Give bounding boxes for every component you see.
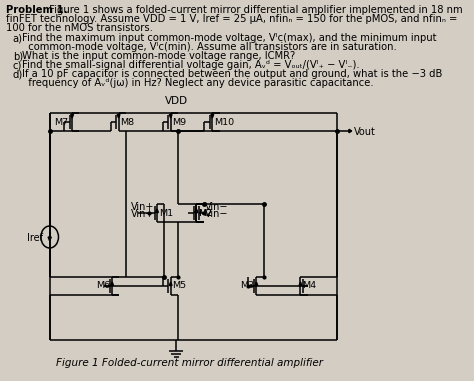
Text: finFET technology. Assume VDD = 1 V, Iref = 25 μA, nfinₙ = 150 for the pMOS, and: finFET technology. Assume VDD = 1 V, Ire…	[6, 14, 457, 24]
Polygon shape	[111, 282, 114, 285]
Text: M2: M2	[198, 208, 212, 218]
Polygon shape	[349, 129, 352, 133]
Polygon shape	[155, 209, 158, 213]
Text: Find the small-signal differential voltage gain, Aᵥᵈ = Vₒᵤₜ/(Vᴵ₊ − Vᴵ₋).: Find the small-signal differential volta…	[22, 60, 360, 70]
Text: Iref: Iref	[27, 233, 43, 243]
Text: M4: M4	[302, 282, 316, 290]
Polygon shape	[169, 282, 172, 285]
Polygon shape	[48, 237, 51, 241]
Polygon shape	[169, 115, 172, 118]
Text: frequency of Aᵥᵈ(jω) in Hz? Neglect any device parasitic capacitance.: frequency of Aᵥᵈ(jω) in Hz? Neglect any …	[22, 78, 374, 88]
Polygon shape	[211, 115, 214, 118]
Text: M8: M8	[120, 117, 134, 126]
Text: Figure 1 Folded-current mirror differential amplifier: Figure 1 Folded-current mirror different…	[56, 358, 323, 368]
Text: c): c)	[13, 60, 22, 70]
Polygon shape	[71, 115, 73, 118]
Text: Vin+: Vin+	[131, 209, 155, 219]
Text: M10: M10	[214, 117, 234, 126]
Polygon shape	[195, 209, 198, 213]
Text: 100 for the nMOS transistors.: 100 for the nMOS transistors.	[6, 23, 153, 33]
Text: M3: M3	[240, 282, 255, 290]
Text: Vout: Vout	[354, 127, 376, 137]
Text: a): a)	[13, 33, 23, 43]
Text: If a 10 pF capacitor is connected between the output and ground, what is the −3 : If a 10 pF capacitor is connected betwee…	[22, 69, 443, 79]
Polygon shape	[195, 209, 198, 213]
Text: M6: M6	[96, 282, 110, 290]
Polygon shape	[255, 282, 258, 285]
Text: M2: M2	[198, 208, 212, 218]
Text: M5: M5	[172, 282, 186, 290]
Polygon shape	[299, 282, 302, 285]
Text: M7: M7	[55, 117, 69, 126]
Text: M9: M9	[172, 117, 186, 126]
Text: common-mode voltage, Vᴵc(min). Assume all transistors are in saturation.: common-mode voltage, Vᴵc(min). Assume al…	[22, 42, 397, 52]
Text: Vin−: Vin−	[205, 209, 228, 219]
Text: VDD: VDD	[164, 96, 188, 106]
Text: Vin−: Vin−	[205, 202, 228, 212]
Text: d): d)	[13, 69, 23, 79]
Text: Vin+: Vin+	[131, 202, 155, 212]
Text: M1: M1	[159, 208, 173, 218]
Text: Find the maximum input common-mode voltage, Vᴵc(max), and the minimum input: Find the maximum input common-mode volta…	[22, 33, 437, 43]
Text: Figure 1 shows a folded-current mirror differential amplifier implemented in 18 : Figure 1 shows a folded-current mirror d…	[46, 5, 463, 15]
Text: Problem 1.: Problem 1.	[6, 5, 67, 15]
Text: What is the input common-mode voltage range, ICMR?: What is the input common-mode voltage ra…	[22, 51, 296, 61]
Text: b): b)	[13, 51, 23, 61]
Polygon shape	[117, 115, 120, 118]
